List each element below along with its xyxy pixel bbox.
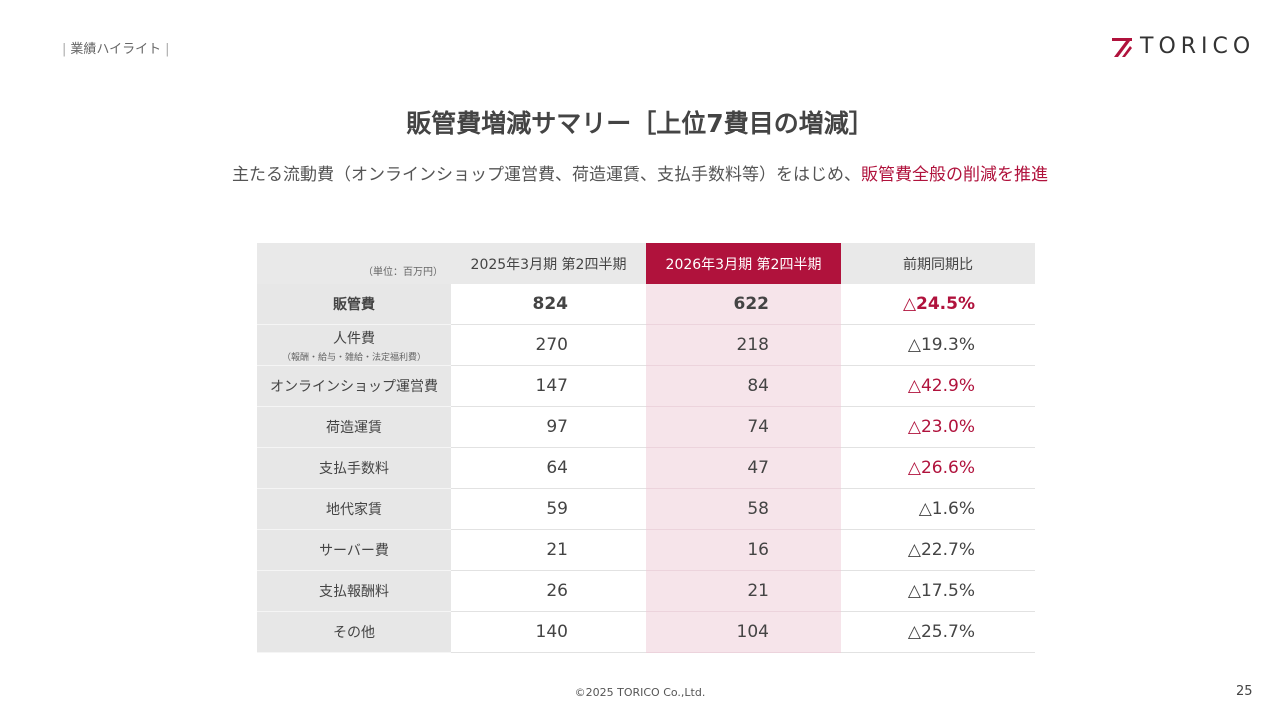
- current-value: 84: [646, 365, 841, 407]
- change-value: △24.5%: [902, 294, 975, 314]
- row-label-cell: その他: [257, 611, 451, 653]
- current-value: 104: [646, 611, 841, 653]
- change-cell: △23.0%: [841, 406, 1035, 448]
- row-label-cell: 販管費: [257, 284, 451, 325]
- table-row: 人件費 （報酬・給与・雑給・法定福利費） 270 218 △19.3%: [257, 324, 1035, 366]
- row-note: （報酬・給与・雑給・法定福利費）: [281, 352, 426, 363]
- change-value: △19.3%: [907, 335, 975, 355]
- current-value: 622: [646, 284, 841, 325]
- change-value: △25.7%: [907, 622, 975, 642]
- change-value: △17.5%: [907, 581, 975, 601]
- row-label: 販管費: [333, 297, 375, 313]
- change-cell: △19.3%: [841, 324, 1035, 366]
- column-header-prev: 2025年3月期 第2四半期: [451, 243, 646, 284]
- change-value: △26.6%: [907, 458, 975, 478]
- row-label-cell: 地代家賃: [257, 488, 451, 530]
- change-cell: △42.9%: [841, 365, 1035, 407]
- table-row: その他 140 104 △25.7%: [257, 611, 1035, 653]
- prev-value: 59: [451, 488, 646, 530]
- row-label: 人件費: [333, 330, 375, 347]
- row-label: その他: [333, 625, 375, 641]
- table-row: 販管費 824 622 △24.5%: [257, 284, 1035, 325]
- table-row: サーバー費 21 16 △22.7%: [257, 529, 1035, 571]
- change-cell: △26.6%: [841, 447, 1035, 489]
- change-cell: △24.5%: [841, 284, 1035, 325]
- prev-value: 21: [451, 529, 646, 571]
- row-label-cell: 荷造運賃: [257, 406, 451, 448]
- section-tag: | 業績ハイライト |: [62, 42, 170, 57]
- prev-value: 147: [451, 365, 646, 407]
- table-row: オンラインショップ運営費 147 84 △42.9%: [257, 365, 1035, 407]
- row-label: 支払報酬料: [319, 584, 389, 600]
- row-label-cell: 支払手数料: [257, 447, 451, 489]
- section-label: 業績ハイライト: [70, 42, 162, 57]
- subtitle-text: 主たる流動費（オンラインショップ運営費、荷造運賃、支払手数料等）をはじめ、: [232, 165, 861, 185]
- current-value: 74: [646, 406, 841, 448]
- column-header-current: 2026年3月期 第2四半期: [646, 243, 841, 284]
- table-row: 荷造運賃 97 74 △23.0%: [257, 406, 1035, 448]
- page-title: 販管費増減サマリー［上位7費目の増減］: [406, 109, 874, 138]
- prev-value: 270: [451, 324, 646, 366]
- row-label-cell: 人件費 （報酬・給与・雑給・法定福利費）: [257, 324, 451, 366]
- change-value: △1.6%: [918, 499, 975, 519]
- change-cell: △1.6%: [841, 488, 1035, 530]
- row-label-cell: オンラインショップ運営費: [257, 365, 451, 407]
- sga-summary-table: （単位：百万円） 2025年3月期 第2四半期 2026年3月期 第2四半期 前…: [257, 243, 1035, 653]
- prev-value: 64: [451, 447, 646, 489]
- change-value: △22.7%: [907, 540, 975, 560]
- row-label: 荷造運賃: [326, 420, 382, 436]
- torico-logo-icon: [1112, 37, 1132, 57]
- torico-logo: TORICO: [1110, 34, 1255, 59]
- column-header-change: 前期同期比: [841, 243, 1035, 284]
- current-value: 21: [646, 570, 841, 612]
- row-label: オンラインショップ運営費: [270, 379, 438, 395]
- row-label: 地代家賃: [326, 502, 382, 518]
- unit-label: （単位：百万円）: [257, 243, 451, 284]
- subtitle-highlight: 販管費全般の削減を推進: [861, 165, 1048, 185]
- change-cell: △17.5%: [841, 570, 1035, 612]
- current-value: 47: [646, 447, 841, 489]
- prev-value: 824: [451, 284, 646, 325]
- prev-value: 140: [451, 611, 646, 653]
- current-value: 218: [646, 324, 841, 366]
- row-label: 支払手数料: [319, 461, 389, 477]
- table-row: 支払報酬料 26 21 △17.5%: [257, 570, 1035, 612]
- change-cell: △25.7%: [841, 611, 1035, 653]
- change-cell: △22.7%: [841, 529, 1035, 571]
- row-label-cell: サーバー費: [257, 529, 451, 571]
- page-subtitle: 主たる流動費（オンラインショップ運営費、荷造運賃、支払手数料等）をはじめ、販管費…: [0, 160, 1280, 185]
- change-value: △23.0%: [907, 417, 975, 437]
- current-value: 16: [646, 529, 841, 571]
- page-number: 25: [1236, 684, 1253, 699]
- prev-value: 97: [451, 406, 646, 448]
- table-row: 地代家賃 59 58 △1.6%: [257, 488, 1035, 530]
- prev-value: 26: [451, 570, 646, 612]
- table-row: 支払手数料 64 47 △26.6%: [257, 447, 1035, 489]
- current-value: 58: [646, 488, 841, 530]
- table-header-row: （単位：百万円） 2025年3月期 第2四半期 2026年3月期 第2四半期 前…: [257, 243, 1035, 284]
- row-label: サーバー費: [319, 543, 389, 559]
- row-label-cell: 支払報酬料: [257, 570, 451, 612]
- logo-text: TORICO: [1140, 34, 1256, 59]
- copyright: ©2025 TORICO Co.,Ltd.: [574, 686, 706, 699]
- change-value: △42.9%: [907, 376, 975, 396]
